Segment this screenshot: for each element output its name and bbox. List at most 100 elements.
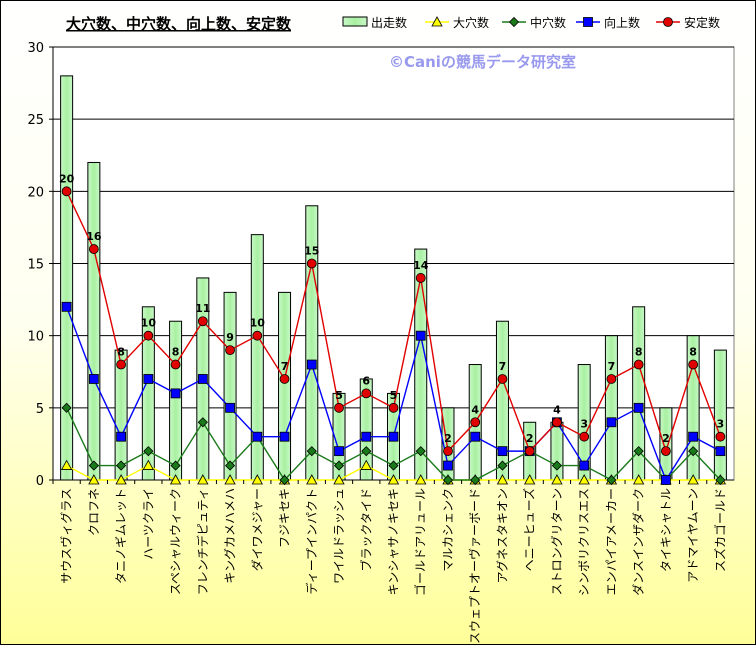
point-安定数 [197, 316, 208, 327]
point-中穴数 [633, 446, 644, 457]
bar-出走数 [141, 306, 155, 481]
point-安定数 [88, 244, 99, 254]
point-向上数 [715, 446, 726, 457]
x-tick-label: ダンスインザダーク [631, 488, 646, 596]
point-中穴数 [497, 460, 508, 471]
point-安定数 [388, 402, 399, 413]
x-tick-label: ゴールドアリュール [413, 488, 428, 596]
x-tick-label: スウェプトオーヴァーボード [467, 488, 482, 644]
y-tick-label: 25 [27, 113, 44, 128]
x-tick-label: ディープインパクト [304, 488, 319, 594]
y-tick-label: 30 [27, 41, 44, 56]
point-安定数 [552, 417, 562, 428]
point-大穴数 [88, 474, 100, 485]
legend-item: 中穴数 [502, 15, 566, 30]
x-tick-label: キンシャサノキセキ [387, 488, 401, 595]
bar-出走数 [495, 320, 509, 481]
point-向上数 [88, 374, 99, 384]
point-安定数 [334, 402, 344, 413]
point-安定数 [633, 359, 644, 370]
point-安定数 [61, 186, 72, 197]
point-安定数 [606, 374, 617, 384]
point-大穴数 [333, 474, 345, 485]
point-大穴数 [360, 459, 372, 470]
data-label-安定数: 5 [390, 389, 398, 402]
point-中穴数 [170, 460, 181, 471]
point-中穴数 [551, 460, 563, 471]
legend-item: 安定数 [656, 15, 720, 30]
x-tick-label: キングカメハメハ [223, 488, 237, 584]
data-label-安定数: 20 [59, 172, 75, 185]
point-向上数 [143, 374, 154, 384]
point-安定数 [116, 359, 126, 370]
point-中穴数 [279, 474, 290, 486]
point-中穴数 [415, 446, 426, 457]
x-tick-label: エンパイアメーカー [604, 488, 618, 595]
y-tick-label: 20 [27, 185, 44, 200]
point-中穴数 [143, 446, 154, 457]
x-tick-label: スペシャルウィーク [169, 488, 183, 595]
data-label-安定数: 8 [117, 346, 125, 359]
data-label-安定数: 14 [413, 259, 429, 272]
point-大穴数 [224, 474, 236, 485]
point-大穴数 [578, 474, 590, 485]
point-大穴数 [169, 474, 182, 485]
point-中穴数 [606, 474, 617, 486]
data-label-安定数: 2 [662, 432, 670, 445]
point-大穴数 [551, 474, 563, 485]
point-大穴数 [687, 474, 699, 485]
bar-出走数 [414, 248, 428, 481]
point-向上数 [470, 431, 481, 442]
x-tick-label: アグネスタキオン [495, 488, 509, 583]
legend-label: 安定数 [684, 15, 720, 30]
data-label-安定数: 16 [86, 230, 102, 243]
x-tick-label: スズカゴールド [712, 488, 727, 572]
point-中穴数 [333, 460, 345, 471]
point-向上数 [633, 402, 644, 413]
point-向上数 [661, 475, 671, 485]
bar-出走数 [278, 291, 292, 481]
point-安定数 [225, 345, 235, 356]
y-tick-label: 15 [27, 258, 44, 273]
point-中穴数 [88, 460, 99, 471]
line-series [60, 186, 727, 486]
point-向上数 [61, 301, 72, 312]
y-tick-label: 0 [36, 474, 44, 489]
x-axis: サウスヴィグラス クロフネ タニノギムレット ハーツクライ スペシャルウィーク フレンチデ… [52, 480, 727, 644]
point-中穴数 [116, 460, 127, 471]
point-向上数 [443, 460, 453, 471]
point-向上数 [579, 460, 590, 471]
point-安定数 [497, 374, 508, 384]
point-安定数 [579, 431, 590, 442]
point-向上数 [497, 446, 508, 457]
point-中穴数 [442, 474, 454, 486]
point-大穴数 [60, 459, 73, 470]
point-大穴数 [306, 474, 318, 485]
x-tick-label: ワイルドラッシュ [332, 488, 346, 584]
x-tick-label: サウスヴィグラス [59, 488, 74, 584]
point-大穴数 [496, 474, 509, 485]
bar-出走数 [87, 161, 101, 481]
point-安定数 [279, 374, 290, 384]
point-中穴数 [61, 402, 72, 413]
point-向上数 [415, 330, 426, 341]
data-label-安定数: 7 [281, 360, 289, 373]
point-向上数 [606, 417, 617, 428]
point-安定数 [661, 446, 671, 457]
point-中穴数 [361, 446, 372, 457]
legend-marker [663, 17, 673, 27]
data-label-安定数: 8 [689, 346, 697, 359]
x-tick-label: フレンチデピュティ [195, 488, 210, 595]
x-tick-label: シンボリクリスエス [577, 488, 591, 596]
watermark-text: ©Caniの競馬データ研究室 [389, 53, 576, 71]
point-向上数 [197, 374, 208, 384]
legend-item: 向上数 [576, 15, 640, 30]
data-label-安定数: 2 [444, 432, 452, 445]
x-tick-label: クロフネ [87, 488, 101, 536]
point-中穴数 [224, 460, 236, 471]
data-label-安定数: 15 [304, 245, 319, 258]
data-label-安定数: 9 [226, 331, 234, 344]
x-tick-label: タイキシャトル [659, 488, 673, 572]
